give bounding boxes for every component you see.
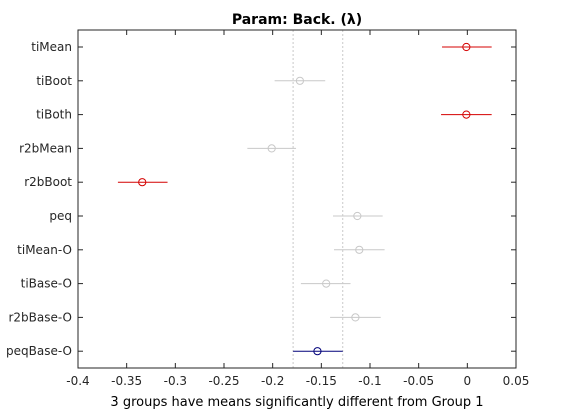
- x-axis-label: 3 groups have means significantly differ…: [110, 395, 483, 410]
- x-tick-label: -0.3: [164, 374, 187, 388]
- y-tick-label: tiMean-O: [17, 243, 72, 257]
- mean-marker: [462, 42, 471, 52]
- x-tick-label: -0.15: [306, 374, 337, 388]
- x-tick-label: -0.2: [261, 374, 284, 388]
- x-tick-label: 0: [464, 374, 472, 388]
- mean-marker: [313, 347, 322, 356]
- x-tick-label: -0.4: [66, 374, 89, 388]
- mean-marker: [322, 279, 331, 288]
- y-tick-label: tiBoot: [36, 74, 72, 88]
- x-tick-label: -0.25: [208, 374, 239, 388]
- mean-marker: [353, 211, 362, 221]
- x-tick-label: -0.1: [358, 374, 381, 388]
- axes-box: [77, 29, 517, 369]
- y-axis: tiMean tiBoot tiBoth r2bMean r2bBoot peq tiMea…: [6, 40, 516, 358]
- y-tick-label: tiMean: [31, 40, 72, 54]
- mean-marker: [295, 76, 305, 85]
- y-tick-label: r2bBase-O: [8, 310, 72, 324]
- x-axis: -0.4 -0.35 -0.3 -0.25 -0.2 -0.15 -0.1 -0.05 0 0.0…: [66, 30, 529, 388]
- mean-marker: [355, 245, 364, 254]
- y-tick-label: r2bMean: [19, 141, 72, 155]
- mean-marker: [351, 313, 360, 322]
- y-tick-label: tiBoth: [36, 108, 72, 122]
- group-intervals: [117, 42, 492, 356]
- y-tick-label: peq: [49, 209, 72, 223]
- mean-marker: [138, 178, 147, 187]
- x-tick-label: 0.05: [503, 374, 530, 388]
- chart-title: Param: Back. (λ): [232, 12, 362, 28]
- mean-marker: [462, 110, 471, 119]
- reference-lines: [292, 30, 344, 368]
- y-tick-label: tiBase-O: [21, 277, 72, 291]
- x-tick-label: -0.35: [111, 374, 142, 388]
- y-tick-label: peqBase-O: [6, 344, 72, 358]
- mean-marker: [267, 144, 276, 153]
- y-tick-label: r2bBoot: [24, 175, 72, 189]
- x-tick-label: -0.05: [403, 374, 434, 388]
